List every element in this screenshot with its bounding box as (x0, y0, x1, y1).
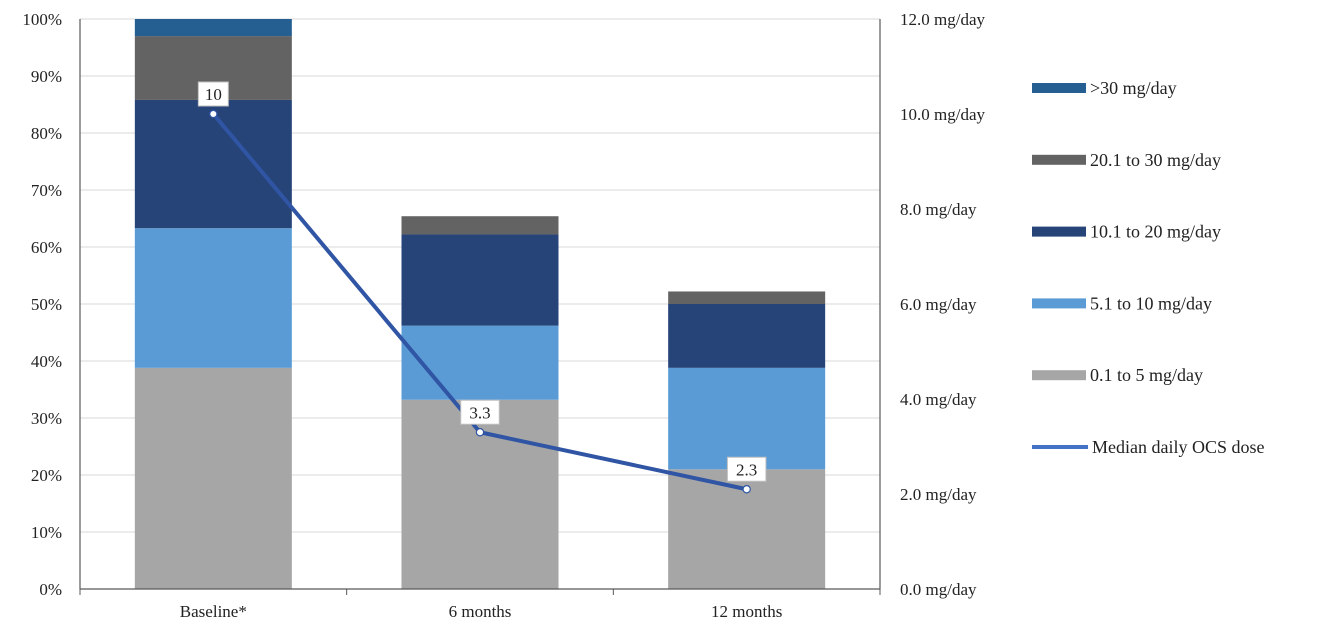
bar-segment (401, 325, 559, 400)
median-data-label: 10 (205, 85, 222, 104)
bar-segment (134, 19, 292, 37)
bar-segment (134, 367, 292, 589)
bar-segment (668, 367, 826, 470)
right-tick-label: 6.0 mg/day (900, 295, 977, 314)
left-tick-label: 30% (31, 409, 62, 428)
legend-label: 0.1 to 5 mg/day (1090, 365, 1203, 385)
legend-swatch (1032, 298, 1086, 309)
median-data-label-box (726, 456, 767, 482)
legend-label: Median daily OCS dose (1092, 437, 1265, 457)
bar-segment (134, 99, 292, 229)
median-data-label-box (197, 81, 229, 107)
legend-label: 10.1 to 20 mg/day (1090, 222, 1221, 242)
category-label: 12 months (711, 602, 782, 621)
left-tick-label: 70% (31, 181, 62, 200)
left-tick-label: 10% (31, 523, 62, 542)
median-data-label: 3.3 (469, 403, 490, 422)
right-tick-label: 4.0 mg/day (900, 390, 977, 409)
left-tick-label: 20% (31, 466, 62, 485)
median-line: 10 3.3 2.3 (197, 81, 767, 494)
legend-swatch (1032, 226, 1086, 237)
bar-segment (134, 228, 292, 368)
left-tick-label: 40% (31, 352, 62, 371)
left-tick-label: 50% (31, 295, 62, 314)
category-labels: Baseline* 6 months 12 months (180, 602, 783, 621)
right-tick-label: 8.0 mg/day (900, 200, 977, 219)
legend-label: 5.1 to 10 mg/day (1090, 293, 1212, 313)
left-tick-label: 60% (31, 238, 62, 257)
left-tick-label: 100% (22, 10, 62, 29)
category-label: Baseline* (180, 602, 247, 621)
median-data-label: 2.3 (736, 460, 757, 479)
bar-segment (668, 304, 826, 368)
bar-segment (668, 291, 826, 304)
right-axis-ticks: 0.0 mg/day 2.0 mg/day 4.0 mg/day 6.0 mg/day… (900, 10, 985, 599)
median-point (475, 428, 485, 437)
legend-label: 20.1 to 30 mg/day (1090, 150, 1221, 170)
right-tick-label: 10.0 mg/day (900, 105, 985, 124)
bar-segment (401, 234, 559, 326)
left-tick-label: 90% (31, 67, 62, 86)
median-point (742, 485, 751, 494)
right-tick-label: 2.0 mg/day (900, 485, 977, 504)
category-label: 6 months (449, 602, 512, 621)
left-axis-ticks: 0% 10% 20% 30% 40% 50% 60% 70% 80% 90% 100% (22, 10, 62, 599)
legend: >30 mg/day 20.1 to 30 mg/day 10.1 to 20 mg… (1032, 78, 1265, 457)
legend-label: >30 mg/day (1090, 78, 1177, 98)
stacked-bars (134, 19, 826, 589)
left-tick-label: 80% (31, 124, 62, 143)
legend-swatch (1032, 154, 1086, 165)
axes (79, 19, 881, 595)
right-tick-label: 12.0 mg/day (900, 10, 985, 29)
right-tick-label: 0.0 mg/day (900, 580, 977, 599)
left-tick-label: 0% (39, 580, 62, 599)
legend-swatch (1032, 370, 1086, 381)
median-point (209, 109, 218, 119)
median-data-label-box (460, 399, 500, 425)
bar-segment (401, 216, 559, 235)
legend-swatch (1032, 83, 1086, 93)
